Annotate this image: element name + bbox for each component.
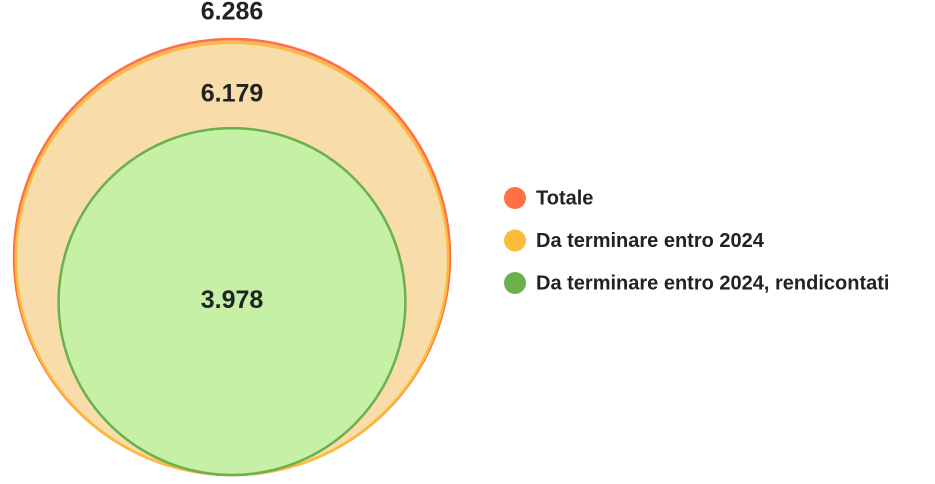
- legend-label: Da terminare entro 2024: [536, 230, 765, 252]
- value-label: 6.286: [201, 0, 264, 26]
- legend-swatch: [504, 272, 526, 294]
- value-label: 6.179: [201, 79, 264, 107]
- legend-label: Da terminare entro 2024, rendicontati: [536, 272, 889, 294]
- legend-label: Totale: [536, 187, 593, 209]
- legend-swatch: [504, 187, 526, 209]
- legend-swatch: [504, 229, 526, 252]
- value-label: 3.978: [201, 286, 264, 314]
- circle: [57, 126, 407, 477]
